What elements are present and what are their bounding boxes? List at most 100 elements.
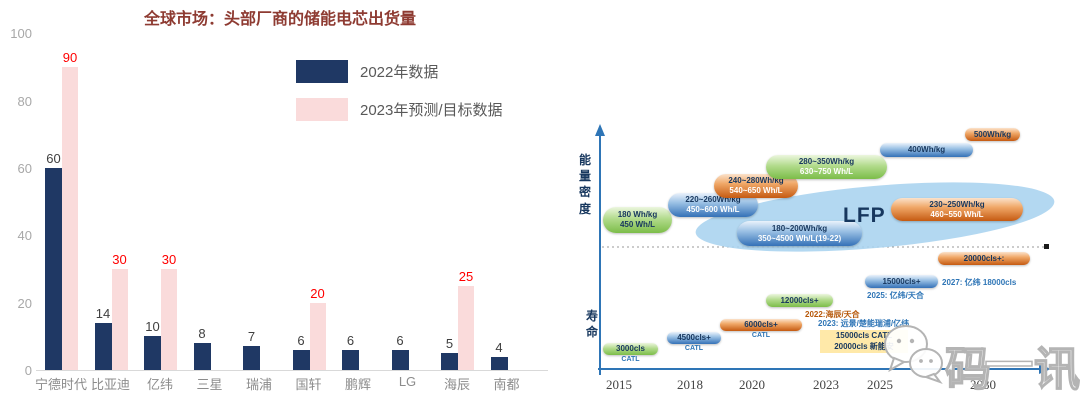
category-label-2: 亿纬: [146, 377, 173, 392]
category-label-7: LG: [398, 374, 417, 389]
energy-density-pill-line1: 230~250Wh/kg: [929, 199, 985, 209]
watermark-char-ma: 码: [944, 342, 992, 396]
legend-item-2023: 2023年预测/目标数据: [296, 98, 503, 121]
bar-2023-0: [62, 67, 78, 370]
highlight-box-line1: 15000cls CATL: [835, 330, 893, 340]
bar-label-2022-3: 8: [198, 326, 206, 341]
category-label-5: 国轩: [295, 377, 322, 392]
energy-density-pill-line2: 450 Wh/L: [619, 220, 656, 229]
chart-title: 全球市场：头部厂商的储能电芯出货量: [143, 11, 416, 28]
energy-density-pill-7: 230~250Wh/kg 460~550 Wh/L: [891, 198, 1023, 221]
annotation-2027: 2027: 亿纬 18000cls: [942, 278, 1017, 287]
highlight-box-line2: 20000cls 新能安: [834, 341, 894, 351]
bar-2022-5: [292, 350, 310, 370]
watermark-char-dash: —: [985, 333, 1033, 387]
cycle-life-pill-line1: 12000cls+: [780, 295, 819, 305]
bar-2023-5: [309, 303, 326, 370]
legend-swatch-2022: [296, 60, 348, 83]
legend-label-2022: 2022年数据: [360, 64, 439, 81]
energy-density-pill-line2: 460~550 Wh/L: [930, 209, 984, 219]
energy-density-pill-3: 280~350Wh/kg 630~750 Wh/L: [766, 155, 887, 179]
energy-density-pill-line1: 180~200Wh/kg: [771, 223, 828, 233]
bar-label-2022-4: 7: [247, 329, 256, 344]
x-tick-2015: 2015: [606, 377, 632, 392]
cycle-life-pill-line1: 15000cls+: [882, 276, 921, 286]
x-tick-2023: 2023: [813, 377, 839, 392]
bar-label-2022-0: 60: [46, 151, 61, 166]
cycle-life-pill-sub-1: CATL: [684, 345, 704, 352]
category-label-1: 比亚迪: [90, 377, 130, 392]
cycle-life-pill-sub-2: CATL: [751, 332, 771, 339]
bar-label-2023-2: 30: [161, 252, 177, 267]
bar-2022-1: [94, 323, 112, 370]
category-label-3: 三星: [196, 377, 223, 392]
bar-label-2022-1: 14: [95, 306, 111, 321]
y-tick: 60: [17, 161, 32, 176]
y-tick: 20: [17, 296, 32, 311]
energy-density-pill-line1: 220~260Wh/kg: [685, 195, 741, 204]
cycle-life-pill-3: 12000cls+: [766, 294, 833, 307]
bar-label-2023-1: 30: [112, 252, 127, 267]
y-tick: 100: [10, 26, 32, 41]
bar-2022-6: [342, 350, 359, 370]
x-tick-2030: 2030: [970, 377, 996, 392]
energy-density-pill-line2: 350~4500 Wh/L(19-22): [757, 233, 842, 243]
x-tick-2020: 2020: [739, 377, 765, 392]
legend-item-2022: 2022年数据: [296, 60, 503, 83]
energy-density-pill-line1: 180 Wh/kg: [617, 210, 658, 219]
cycle-life-pill-5: 20000cls+:: [938, 252, 1030, 265]
category-label-9: 南都: [493, 377, 520, 392]
cycle-life-pill-line1: 20000cls+:: [963, 253, 1005, 263]
bar-2022-2: [144, 336, 161, 370]
bar-label-2023-8: 25: [458, 269, 474, 284]
cycle-life-pill-line1: 4500cls+: [677, 333, 711, 342]
annotation-2025: 2025: 亿纬/天合: [867, 291, 924, 300]
bar-label-2022-7: 6: [396, 333, 404, 348]
wechat-icon: [884, 325, 943, 385]
energy-density-pill-line1: 500Wh/kg: [973, 129, 1012, 139]
lfp-region-label: LFP: [843, 204, 886, 227]
energy-density-pill-4: 400Wh/kg: [880, 143, 973, 157]
category-label-6: 鹏辉: [344, 377, 371, 392]
bar-2022-7: [391, 350, 409, 370]
bar-2022-4: [243, 346, 260, 370]
technology-roadmap-chart: 能量密度 寿命 180 Wh/kg 450 Wh/L 220~260Wh/kg 450…: [560, 0, 1080, 416]
cycle-life-pill-4: 15000cls+: [865, 275, 938, 288]
cycle-life-pill-line1: 6000cls+: [744, 320, 778, 329]
energy-density-pill-line1: 240~280Wh/kg: [728, 176, 784, 185]
annotation-2023: 2023: 远景/楚能瑞浦/亿纬: [818, 319, 910, 328]
cycle-life-pill-0: 3000cls: [603, 343, 658, 355]
legend: 2022年数据 2023年预测/目标数据: [296, 60, 503, 136]
energy-density-pill-5: 500Wh/kg: [965, 128, 1020, 141]
energy-density-pill-line2: 450~600 Wh/L: [686, 205, 740, 214]
x-tick-2025: 2025: [867, 377, 893, 392]
bar-label-2023-0: 90: [62, 50, 78, 65]
y-tick: 0: [24, 363, 32, 378]
bar-2023-8: [458, 286, 474, 370]
energy-density-pill-line1: 400Wh/kg: [907, 145, 946, 154]
bar-label-2022-5: 6: [297, 333, 305, 348]
bar-label-2023-5: 20: [310, 286, 325, 301]
y-tick: 40: [17, 228, 32, 243]
energy-density-pill-line2: 630~750 Wh/L: [799, 167, 854, 176]
energy-density-pill-line2: 540~650 Wh/L: [729, 186, 783, 195]
y-tick: 80: [17, 94, 32, 109]
bar-2023-1: [111, 269, 128, 370]
cycle-life-pill-sub-0: CATL: [621, 356, 640, 363]
category-label-0: 宁德时代: [34, 377, 87, 392]
legend-label-2023: 2023年预测/目标数据: [360, 102, 503, 119]
cycle-life-pill-line1: 3000cls: [616, 344, 645, 353]
energy-density-pill-0: 180 Wh/kg 450 Wh/L: [603, 207, 672, 233]
legend-swatch-2023: [296, 98, 348, 121]
y-axis-label-energy-density: 能量密度: [578, 153, 591, 216]
shipments-bar-chart: 全球市场：头部厂商的储能电芯出货量 100 80 60 40 20 0 60 90…: [10, 11, 548, 392]
category-label-8: 海辰: [443, 377, 470, 392]
energy-density-pill-6: 180~200Wh/kg 350~4500 Wh/L(19-22): [737, 221, 862, 246]
bar-2022-8: [441, 353, 458, 370]
y-axis-label-cycle-life: 寿命: [585, 309, 598, 340]
category-label-4: 瑞浦: [245, 377, 272, 392]
guideline-end-dot: [1044, 244, 1049, 249]
bar-2022-3: [193, 343, 211, 370]
x-axis-arrow-icon: [1039, 364, 1051, 374]
